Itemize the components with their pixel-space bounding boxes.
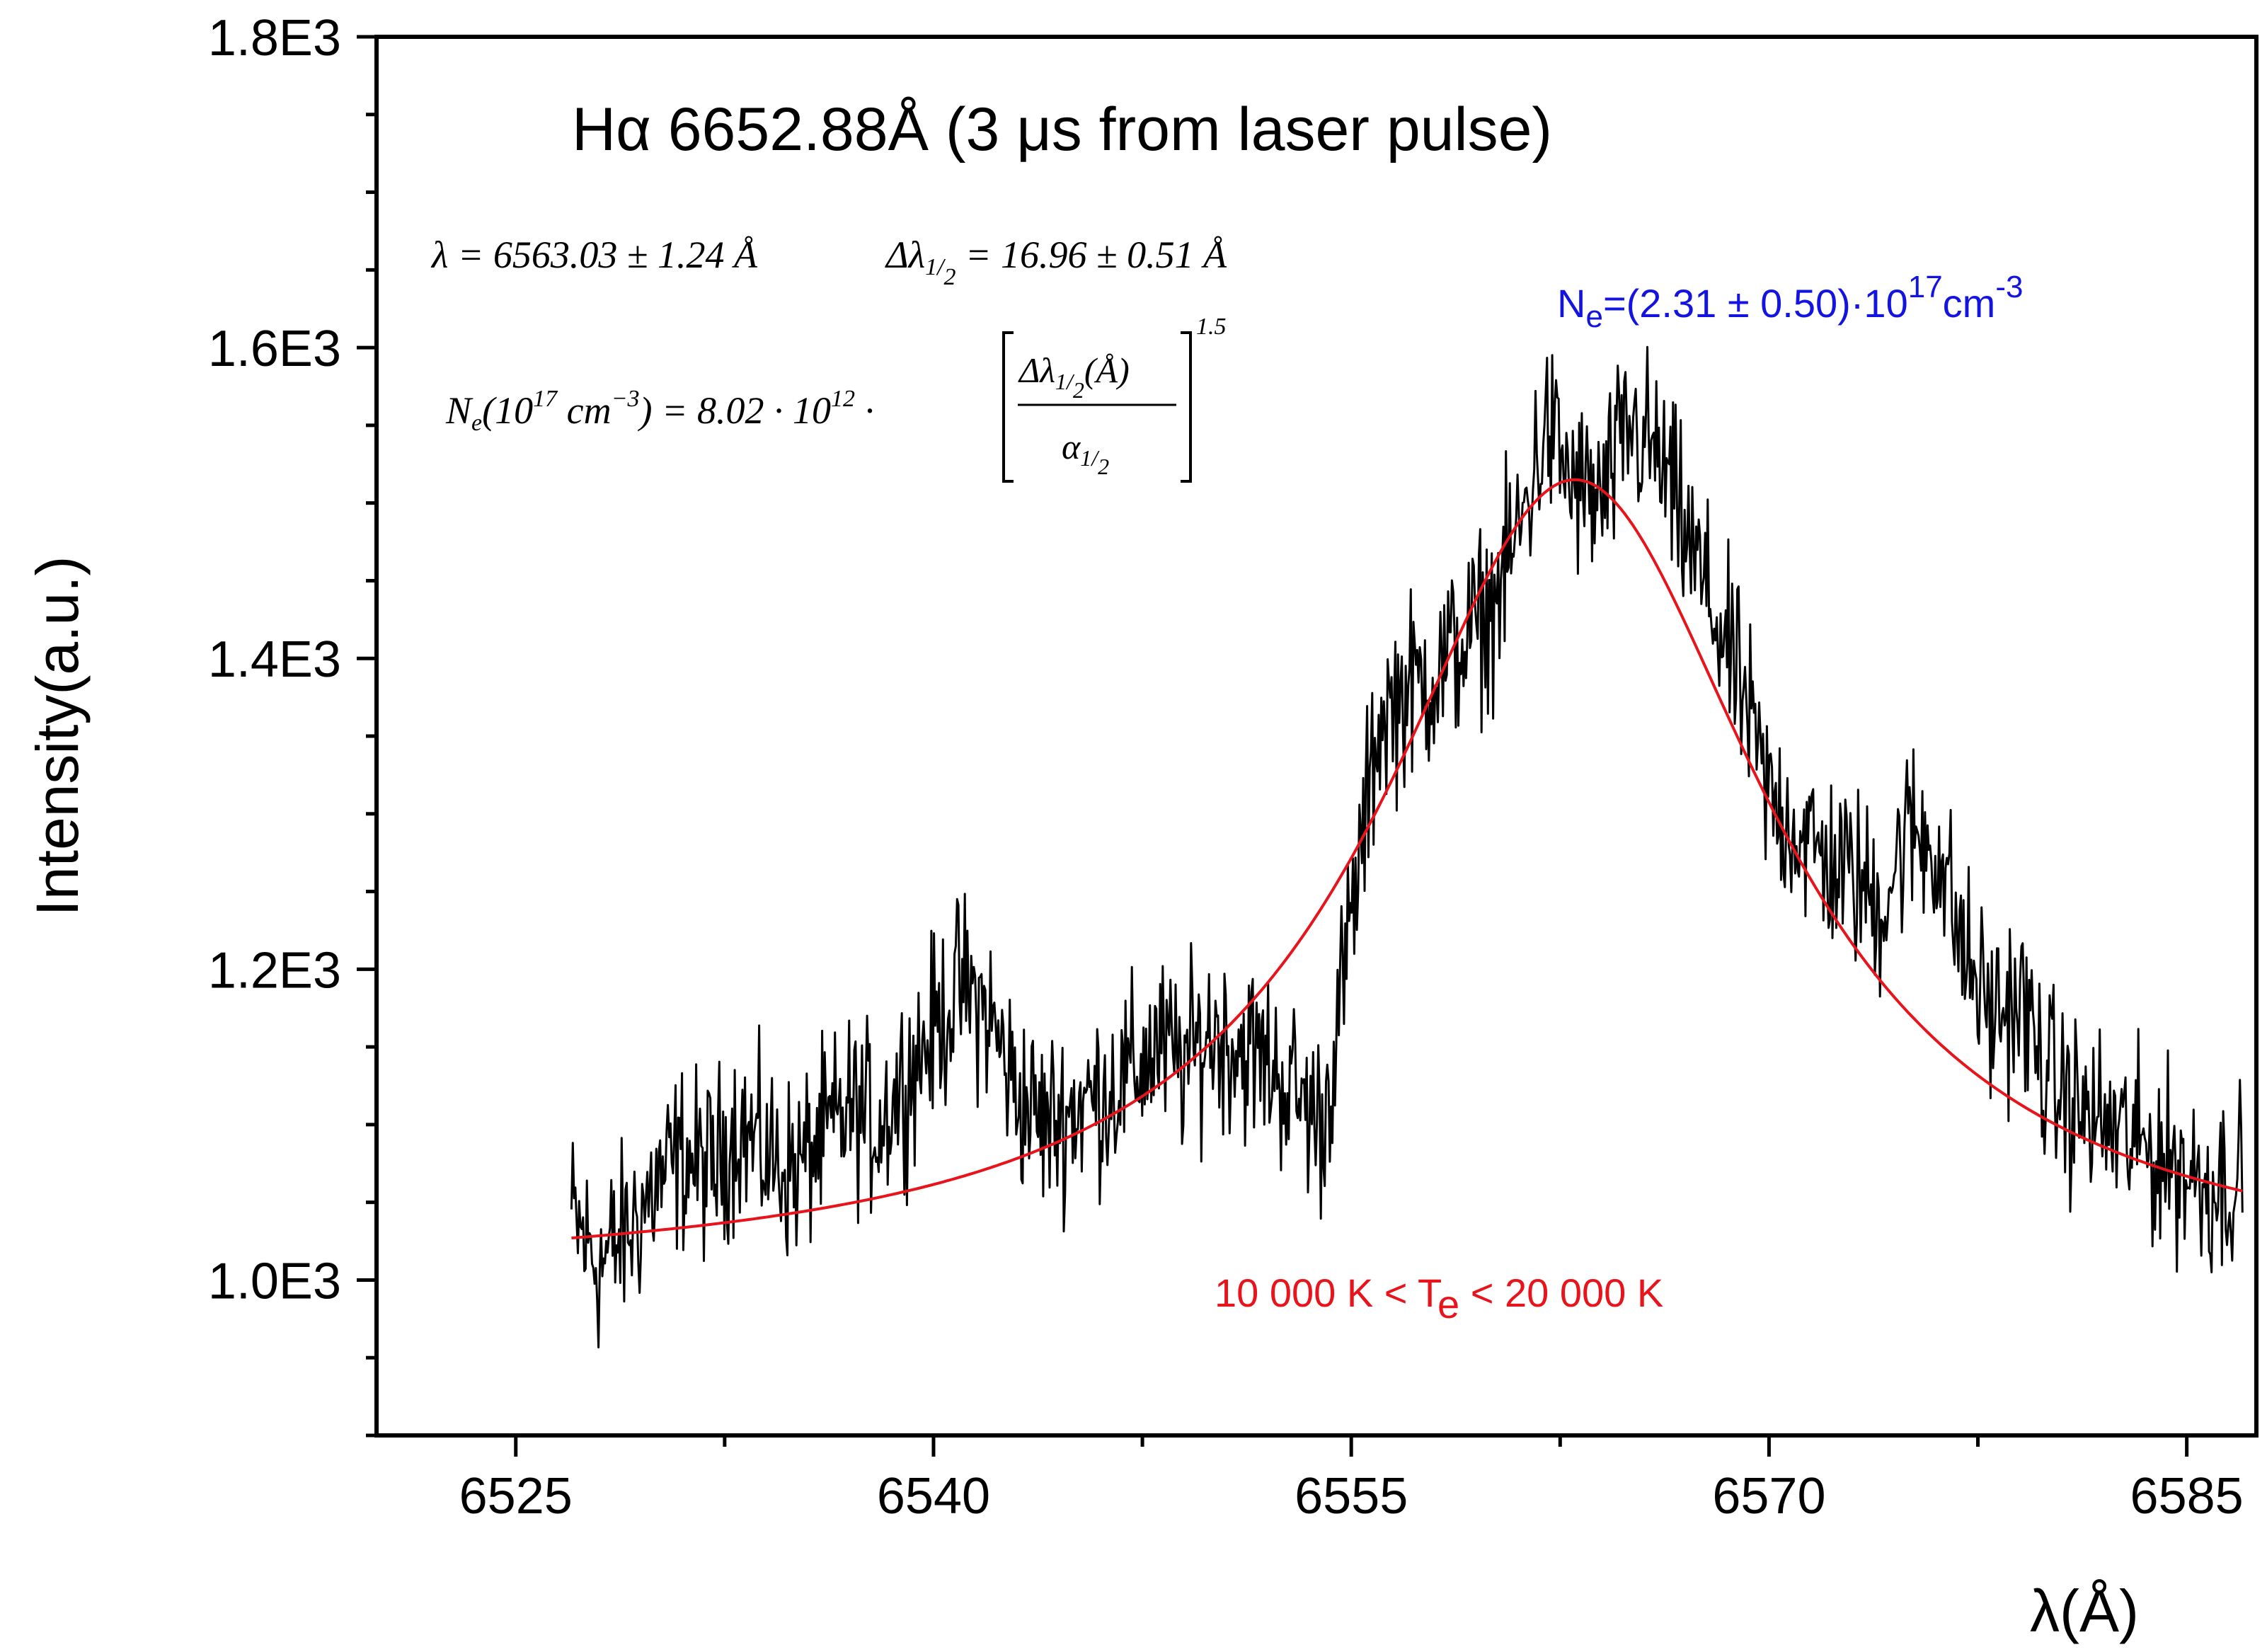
fit-halfwidth-text: Δλ1/2 = 16.96 ± 0.51 Å [885,234,1227,290]
x-tick-label: 6570 [1712,1468,1825,1525]
density-formula-power: 1.5 [1196,314,1227,340]
series-lorentzian-fit [571,478,2243,1240]
density-formula-denominator: α1/2 [1062,427,1109,479]
x-tick-label: 6585 [2130,1468,2244,1525]
density-formula-numerator: Δλ1/2(Å) [1018,350,1130,403]
y-tick-label: 1.8E3 [208,10,341,67]
chart-title: Hα 6652.88Å (3 μs from laser pulse) [572,96,1552,164]
x-axis-tick-labels: 6525 6540 6555 6570 6585 [459,1468,2244,1525]
y-axis-label: Intensity(a.u.) [24,556,91,917]
electron-temperature-annotation: 10 000 K < Te < 20 000 K [1215,1270,1663,1326]
y-axis-ticks [357,35,377,1438]
electron-density-annotation: Ne=(2.31 ± 0.50)·1017cm-3 [1557,270,2023,334]
x-tick-label: 6540 [877,1468,990,1525]
x-axis-label: λ(Å) [2030,1578,2139,1644]
density-formula-annotation: Ne(1017 cm−3) = 8.02 · 1012 · Δλ1/2(Å) α… [445,314,1227,483]
x-tick-label: 6525 [459,1468,573,1525]
x-axis-ticks [514,1435,2189,1457]
density-formula-lhs: Ne(1017 cm−3) = 8.02 · 1012 · [445,386,874,436]
formula-bracket-right [1181,331,1192,483]
y-tick-label: 1.6E3 [208,321,341,377]
fit-wavelength-text: λ = 6563.03 ± 1.24 Å [430,234,758,276]
y-tick-label: 1.4E3 [208,631,341,688]
series-measured-spectrum [570,345,2244,1349]
x-tick-label: 6555 [1295,1468,1408,1525]
formula-bracket-left [1002,331,1014,483]
y-tick-label: 1.0E3 [208,1253,341,1309]
y-axis-tick-labels: 1.0E3 1.2E3 1.4E3 1.6E3 1.8E3 [208,10,341,1309]
y-tick-label: 1.2E3 [208,942,341,999]
fit-parameters-annotation: λ = 6563.03 ± 1.24 Å Δλ1/2 = 16.96 ± 0.5… [430,234,1227,290]
